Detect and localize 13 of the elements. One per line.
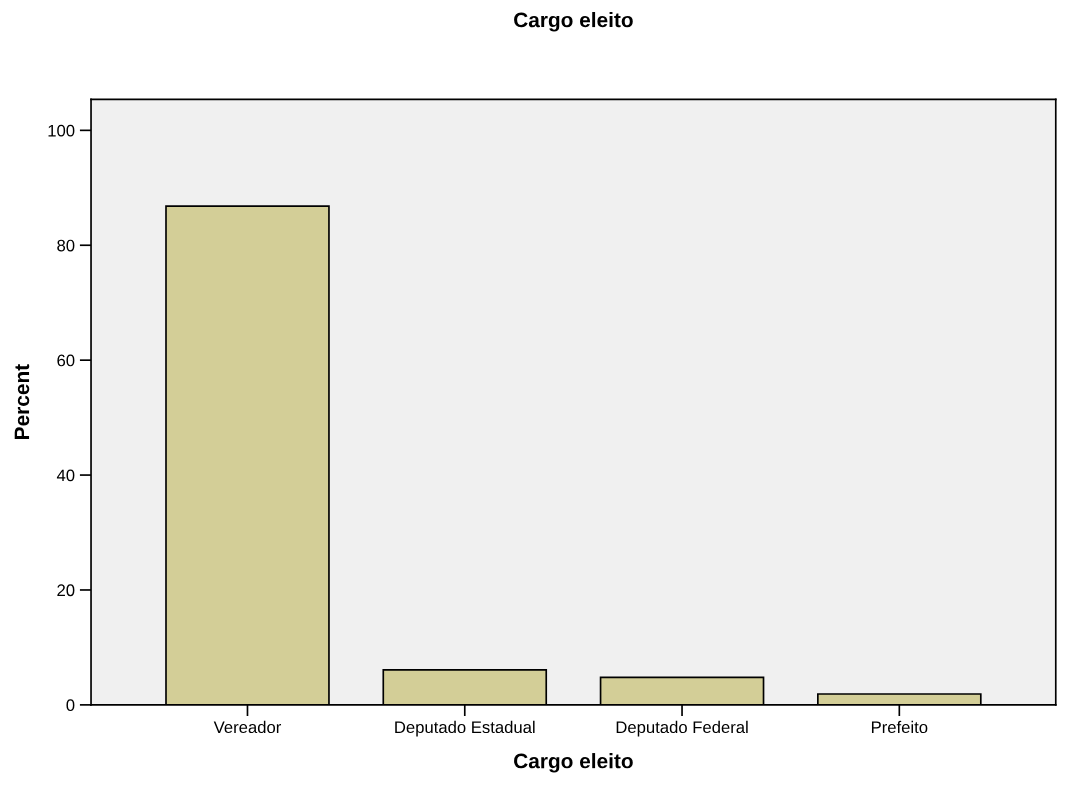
chart-title: Cargo eleito — [514, 12, 633, 32]
y-tick-label: 60 — [57, 354, 75, 367]
x-tick-label: Vereador — [213, 720, 282, 734]
y-tick-label: 100 — [48, 124, 75, 137]
y-tick-label: 20 — [57, 584, 75, 597]
y-axis-title: Percent — [14, 364, 30, 439]
y-tick-label: 40 — [56, 469, 75, 482]
x-tick-label: Prefeito — [871, 720, 928, 734]
y-tick-label: 0 — [66, 699, 75, 712]
x-tick-label: Deputado Estadual — [395, 720, 535, 737]
x-tick-label: Deputado Federal — [616, 720, 748, 737]
x-axis-title: Cargo eleito — [514, 753, 633, 773]
y-tick-label: 80 — [57, 239, 75, 252]
